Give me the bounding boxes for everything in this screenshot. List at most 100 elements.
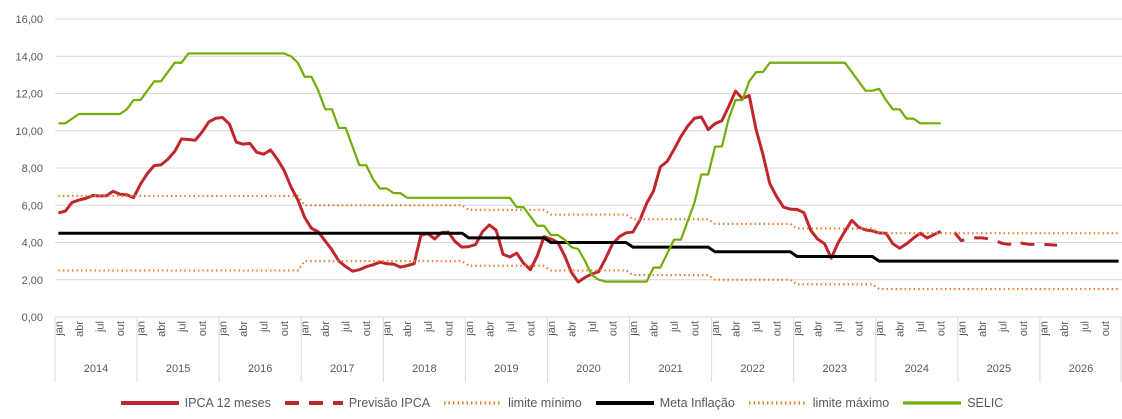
year-label: 2021 xyxy=(658,363,682,375)
x-tick-label: out xyxy=(279,321,291,336)
legend-swatch xyxy=(284,401,343,405)
series-line xyxy=(58,231,1119,263)
x-tick-label: out xyxy=(772,321,784,336)
chart: 0,00 2,00 4,00 6,00 8,00 10,00 12,00 14,00 16,00… xyxy=(15,14,1122,382)
legend-item: Previsão IPCA xyxy=(283,396,430,410)
x-tick-label: jan xyxy=(53,321,65,337)
legend-label: limite mínimo xyxy=(508,396,582,410)
year-label: 2024 xyxy=(905,363,929,375)
x-tick-label: abr xyxy=(895,321,907,337)
year-label: 2014 xyxy=(84,363,108,375)
legend-item: limite mínimo xyxy=(442,396,582,410)
x-tick-label: jan xyxy=(710,321,722,337)
x-tick-label: jul xyxy=(997,321,1009,333)
y-tick-label: 2,00 xyxy=(22,275,43,287)
legend-label: IPCA 12 meses xyxy=(184,396,271,410)
x-tick-label: abr xyxy=(320,321,332,337)
x-tick-label: abr xyxy=(566,321,578,337)
x-tick-label: out xyxy=(197,321,209,336)
x-tick-label: jan xyxy=(464,321,476,337)
x-tick-label: abr xyxy=(238,321,250,337)
legend-swatch xyxy=(903,401,962,405)
y-tick-label: 10,00 xyxy=(15,126,43,138)
legend-label: Meta Inflação xyxy=(659,396,735,410)
x-tick-label: out xyxy=(115,321,127,336)
year-label: 2017 xyxy=(330,363,354,375)
y-tick-label: 4,00 xyxy=(22,238,43,250)
x-tick-label: abr xyxy=(402,321,414,337)
x-tick-label: jan xyxy=(956,321,968,337)
x-tick-label: jan xyxy=(218,321,230,337)
x-tick-label: abr xyxy=(1059,321,1071,337)
x-tick-label: jan xyxy=(792,321,804,337)
x-tick-label: abr xyxy=(156,321,168,337)
y-tick-label: 14,00 xyxy=(15,51,43,63)
series-line xyxy=(58,89,942,284)
x-tick-label: jul xyxy=(94,321,106,333)
legend-label: Previsão IPCA xyxy=(348,396,431,410)
x-tick-label: jul xyxy=(341,321,353,333)
year-label: 2016 xyxy=(248,363,272,375)
y-tick-label: 6,00 xyxy=(22,200,43,212)
year-label: 2015 xyxy=(166,363,190,375)
legend: IPCA 12 meses Previsão IPCA limite mínimo M… xyxy=(0,396,1122,410)
x-tick-label: jan xyxy=(1038,321,1050,337)
series-line xyxy=(58,260,1119,291)
legend-item: Meta Inflação xyxy=(594,396,735,410)
year-label: 2026 xyxy=(1069,363,1093,375)
x-tick-label: out xyxy=(1018,321,1030,336)
series-line xyxy=(953,231,1058,247)
series-line xyxy=(58,52,941,283)
legend-item: limite máximo xyxy=(747,396,889,410)
x-tick-label: jul xyxy=(833,321,845,333)
x-tick-label: jan xyxy=(300,321,312,337)
year-label: 2019 xyxy=(494,363,518,375)
x-tick-label: jan xyxy=(135,321,147,337)
legend-item: SELIC xyxy=(901,396,1003,410)
series-line xyxy=(58,194,1119,235)
legend-swatch xyxy=(120,401,179,405)
x-tick-label: jul xyxy=(1079,321,1091,333)
x-tick-label: out xyxy=(361,321,373,336)
x-tick-label: jan xyxy=(874,321,886,337)
y-tick-label: 0,00 xyxy=(22,312,43,324)
x-tick-label: jan xyxy=(382,321,394,337)
legend-swatch xyxy=(748,401,807,405)
x-tick-label: jan xyxy=(546,321,558,337)
legend-label: limite máximo xyxy=(812,396,890,410)
x-tick-label: abr xyxy=(648,321,660,337)
year-label: 2018 xyxy=(412,363,436,375)
year-label: 2020 xyxy=(576,363,600,375)
x-tick-label: jul xyxy=(669,321,681,333)
x-tick-label: jul xyxy=(587,321,599,333)
x-tick-label: out xyxy=(690,321,702,336)
x-tick-label: out xyxy=(607,321,619,336)
x-tick-label: out xyxy=(443,321,455,336)
legend-label: SELIC xyxy=(967,396,1004,410)
x-tick-label: jul xyxy=(423,321,435,333)
x-tick-label: jul xyxy=(505,321,517,333)
x-tick-label: out xyxy=(525,321,537,336)
year-label: 2022 xyxy=(740,363,764,375)
legend-item: IPCA 12 meses xyxy=(119,396,271,410)
x-tick-label: jul xyxy=(259,321,271,333)
x-tick-label: abr xyxy=(731,321,743,337)
x-tick-label: abr xyxy=(484,321,496,337)
y-tick-label: 12,00 xyxy=(15,89,43,101)
x-tick-label: abr xyxy=(74,321,86,337)
x-tick-label: abr xyxy=(977,321,989,337)
x-tick-label: abr xyxy=(813,321,825,337)
legend-swatch xyxy=(595,401,654,405)
year-label: 2025 xyxy=(987,363,1011,375)
x-tick-label: out xyxy=(936,321,948,336)
x-tick-label: jul xyxy=(177,321,189,333)
x-tick-label: jan xyxy=(628,321,640,337)
x-tick-label: jul xyxy=(915,321,927,333)
x-tick-label: jul xyxy=(751,321,763,333)
y-tick-label: 16,00 xyxy=(15,14,43,26)
x-tick-label: out xyxy=(1100,321,1112,336)
x-tick-label: out xyxy=(854,321,866,336)
y-tick-label: 8,00 xyxy=(22,163,43,175)
legend-swatch xyxy=(444,401,503,405)
